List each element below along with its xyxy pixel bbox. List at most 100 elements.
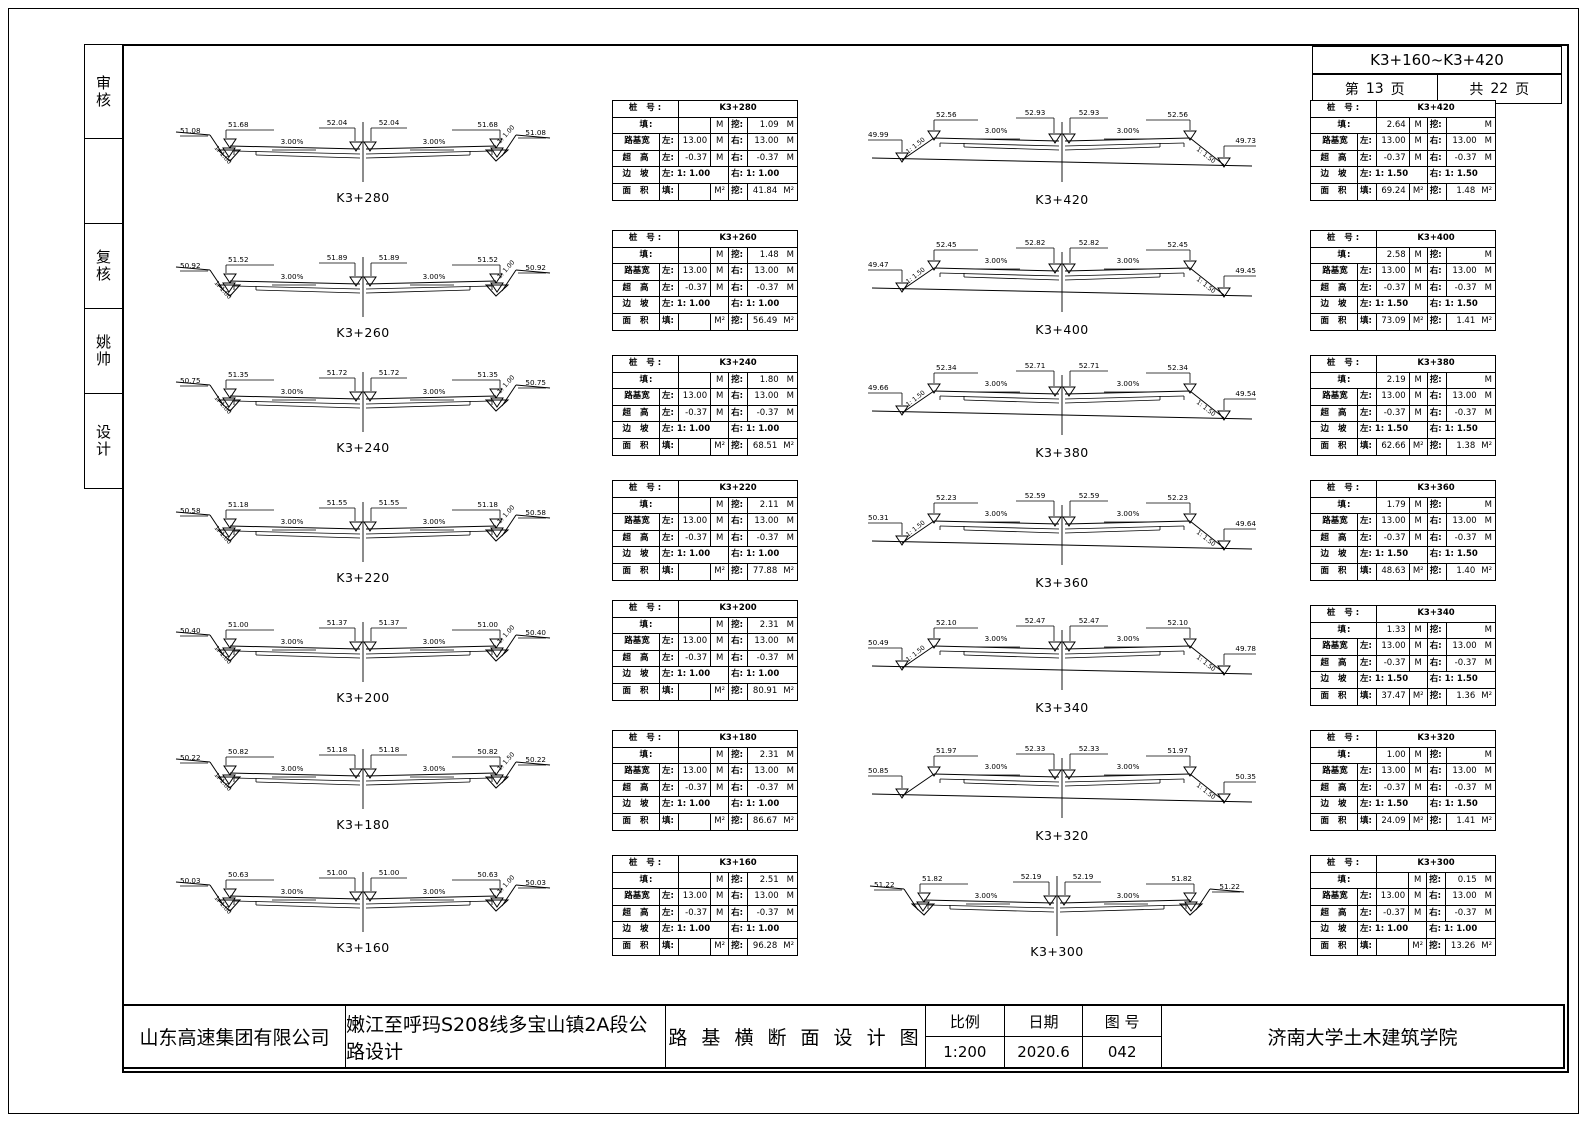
area-fill-label: 填:: [659, 562, 679, 581]
table-row: 填: 1.33 M 挖: M: [1310, 621, 1497, 640]
width-left-value: 13.00: [1376, 763, 1410, 781]
station-value: K3+220: [678, 480, 798, 498]
fill-unit: M: [710, 496, 730, 515]
svg-text:3.00%: 3.00%: [281, 887, 304, 896]
fill-value: [1375, 871, 1410, 890]
station-label: 桩 号:: [612, 100, 679, 118]
svg-text:3.00%: 3.00%: [423, 517, 446, 526]
svg-text:3.00%: 3.00%: [281, 137, 304, 146]
table-row: 路基宽 左: 13.00 M 右: 13.00 M: [612, 388, 798, 406]
area-cut-label: 挖:: [1426, 312, 1447, 331]
station-range-title: K3+160~K3+420: [1312, 46, 1562, 74]
table-row: 桩 号: K3+340: [1310, 605, 1496, 623]
table-row: 填: M 挖: 2.31 M: [612, 616, 798, 635]
svg-text:51.00: 51.00: [379, 868, 400, 877]
page-suffix-label: 页: [1390, 82, 1405, 98]
svg-text:3.00%: 3.00%: [985, 762, 1008, 771]
fill-value: [677, 871, 712, 890]
table-row: 边 坡 左: 1: 1.00 右: 1: 1.00: [612, 921, 798, 939]
svg-text:3.00%: 3.00%: [985, 634, 1008, 643]
left-label: 左:: [1357, 149, 1377, 168]
area-cut-label: 挖:: [728, 437, 749, 456]
side-slope-label: 边 坡: [612, 166, 660, 184]
svg-text:3.00%: 3.00%: [985, 509, 1008, 518]
svg-text:1: 1.50: 1: 1.50: [905, 136, 927, 155]
fill-label: 填:: [612, 246, 679, 265]
table-row: 边 坡 左: 1: 1.50 右: 1: 1.50: [1310, 421, 1497, 439]
svg-text:3.00%: 3.00%: [985, 379, 1008, 388]
section-data-table-K3+420: 桩 号: K3+420 填: 2.64 M 挖: M 路基宽 左: 13.00 M 右: 1…: [1310, 100, 1497, 201]
table-row: 面 积 填: M² 挖: 86.67 M²: [612, 812, 798, 831]
section-caption: K3+360: [1035, 575, 1089, 590]
svg-text:50.03: 50.03: [525, 878, 546, 887]
cut-value: 2.11 M: [747, 496, 798, 515]
station-label: 桩 号:: [612, 355, 679, 373]
area-fill-label: 填:: [659, 812, 679, 831]
fill-label: 填:: [1310, 246, 1377, 265]
table-row: 超 高 左: -0.37 M 右: -0.37 M: [612, 279, 798, 298]
roadbed-width-label: 路基宽: [612, 388, 660, 406]
section-caption: K3+320: [1035, 828, 1089, 843]
area-fill-label: 填:: [659, 182, 679, 201]
roadbed-width-label: 路基宽: [612, 513, 660, 531]
left-label: 左:: [1357, 888, 1377, 906]
svg-text:51.18: 51.18: [477, 500, 498, 509]
table-row: 桩 号: K3+420: [1310, 100, 1496, 118]
cut-value: 2.31 M: [747, 746, 798, 765]
svg-text:3.00%: 3.00%: [281, 517, 304, 526]
fill-unit: M: [1408, 116, 1428, 135]
svg-text:51.72: 51.72: [327, 368, 348, 377]
area-fill-value: [677, 682, 712, 701]
svg-text:50.35: 50.35: [1235, 772, 1256, 781]
area-cut-label: 挖:: [728, 182, 749, 201]
svg-text:52.34: 52.34: [1167, 363, 1188, 372]
slope-right-value: 右: 1: 1.50: [1426, 796, 1497, 814]
table-wrap-K3+200: 桩 号: K3+200 填: M 挖: 2.31 M 路基宽 左: 13.00 M 右: 1…: [612, 600, 798, 701]
area-fill-label: 填:: [659, 437, 679, 456]
width-left-value: 13.00: [1375, 888, 1410, 906]
fill-value: [677, 371, 712, 390]
cut-value: M: [1445, 621, 1497, 640]
table-wrap-K3+360: 桩 号: K3+360 填: 1.79 M 挖: M 路基宽 左: 13.00 M 右: 1…: [1310, 480, 1497, 581]
left-label: 左:: [659, 263, 679, 281]
fill-unit: M: [710, 246, 730, 265]
area-cut-value: 77.88 M²: [747, 562, 798, 581]
svg-text:52.56: 52.56: [1167, 110, 1188, 119]
table-row: 超 高 左: -0.37 M 右: -0.37 M: [1310, 149, 1497, 168]
svg-text:52.71: 52.71: [1025, 361, 1046, 370]
table-row: 填: 2.58 M 挖: M: [1310, 246, 1497, 265]
width-right-value: 13.00 M: [1445, 888, 1496, 906]
table-wrap-K3+240: 桩 号: K3+240 填: M 挖: 1.80 M 路基宽 左: 13.00 M 右: 1…: [612, 355, 798, 456]
table-row: 面 积 填: 73.09 M² 挖: 1.41 M²: [1310, 312, 1497, 331]
table-wrap-K3+340: 桩 号: K3+340 填: 1.33 M 挖: M 路基宽 左: 13.00 M 右: 1…: [1310, 605, 1497, 706]
area-label: 面 积: [1310, 182, 1358, 201]
svg-text:51.08: 51.08: [180, 126, 201, 135]
fill-label: 填:: [1310, 371, 1377, 390]
area-cut-label: 挖:: [1426, 182, 1447, 201]
width-left-value: 13.00: [1376, 133, 1410, 151]
table-row: 边 坡 左: 1: 1.00 右: 1: 1.00: [612, 421, 798, 439]
cross-section-K3+420: 49.99 52.56 52.93 52.93 52.56 49.73 3.00% 3.00%…: [862, 108, 1262, 207]
area-fill-label: 填:: [659, 312, 679, 331]
svg-text:1: 1.00: 1: 1.00: [496, 504, 516, 525]
slope-left-value: 左: 1: 1.00: [658, 296, 730, 314]
table-row: 路基宽 左: 13.00 M 右: 13.00 M: [612, 513, 798, 531]
station-value: K3+400: [1376, 230, 1496, 248]
area-fill-value: 24.09: [1376, 812, 1410, 831]
roadbed-width-label: 路基宽: [1310, 388, 1358, 406]
width-right-value: 13.00 M: [1445, 763, 1497, 781]
area-fill-value: [677, 312, 712, 331]
cut-value: M: [1445, 246, 1497, 265]
super-right-value: -0.37 M: [1445, 149, 1497, 168]
svg-text:1: 1.00: 1: 1.00: [496, 624, 516, 645]
section-caption: K3+260: [336, 325, 390, 340]
right-label: 右:: [728, 649, 749, 668]
table-row: 填: M 挖: 1.80 M: [612, 371, 798, 390]
super-right-value: -0.37 M: [747, 529, 798, 548]
fill-label: 填:: [612, 746, 679, 765]
table-row: 面 积 填: M² 挖: 13.26 M²: [1310, 937, 1496, 956]
right-label: 右:: [1426, 513, 1447, 531]
width-right-value: 13.00 M: [1445, 388, 1497, 406]
table-row: 面 积 填: 37.47 M² 挖: 1.36 M²: [1310, 687, 1497, 706]
svg-text:1: 1.00: 1: 1.00: [496, 374, 516, 395]
